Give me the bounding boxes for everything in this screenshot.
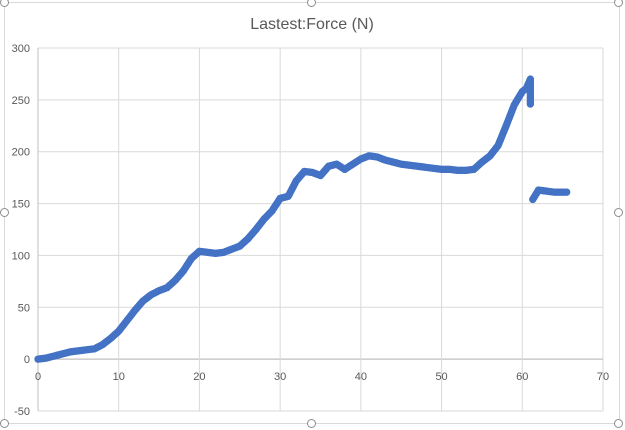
chart-area[interactable]: Lastest:Force (N) -50 0 50 100 150 200 250 300 0…	[4, 2, 620, 424]
y-tick-label: 50	[18, 302, 30, 314]
x-tick-label: 10	[113, 371, 125, 383]
x-tick-label: 0	[35, 371, 41, 383]
resize-handle-bottom-left[interactable]	[0, 419, 9, 428]
gridlines	[37, 47, 604, 412]
y-tick-label: -50	[14, 406, 30, 418]
y-tick-label: 200	[12, 147, 30, 159]
chart-title: Lastest:Force (N)	[250, 16, 374, 33]
y-tick-label: 300	[12, 43, 30, 55]
resize-handle-middle-left[interactable]	[0, 208, 9, 217]
resize-handle-middle-right[interactable]	[614, 208, 623, 217]
resize-handle-bottom-right[interactable]	[614, 419, 623, 428]
scatter-chart: Lastest:Force (N) -50 0 50 100 150 200 250 300 0…	[12, 16, 609, 418]
y-tick-label: 250	[12, 95, 30, 107]
x-tick-label: 30	[274, 371, 286, 383]
data-point	[526, 100, 535, 108]
y-tick-label: 0	[24, 354, 30, 366]
resize-handle-bottom-center[interactable]	[307, 419, 316, 428]
x-tick-label: 50	[435, 371, 447, 383]
x-tick-label: 70	[597, 371, 609, 383]
resize-handle-top-right[interactable]	[614, 0, 623, 7]
y-tick-label: 150	[12, 199, 30, 211]
data-points	[34, 75, 571, 363]
resize-handle-top-left[interactable]	[0, 0, 9, 7]
resize-handle-top-center[interactable]	[307, 0, 316, 7]
axis-tick-labels: -50 0 50 100 150 200 250 300 0 10 20 30 40 50 60 70	[12, 43, 609, 418]
data-point	[562, 188, 571, 196]
x-tick-label: 20	[193, 371, 205, 383]
y-tick-label: 100	[12, 250, 30, 262]
x-tick-label: 60	[516, 371, 528, 383]
x-tick-label: 40	[355, 371, 367, 383]
